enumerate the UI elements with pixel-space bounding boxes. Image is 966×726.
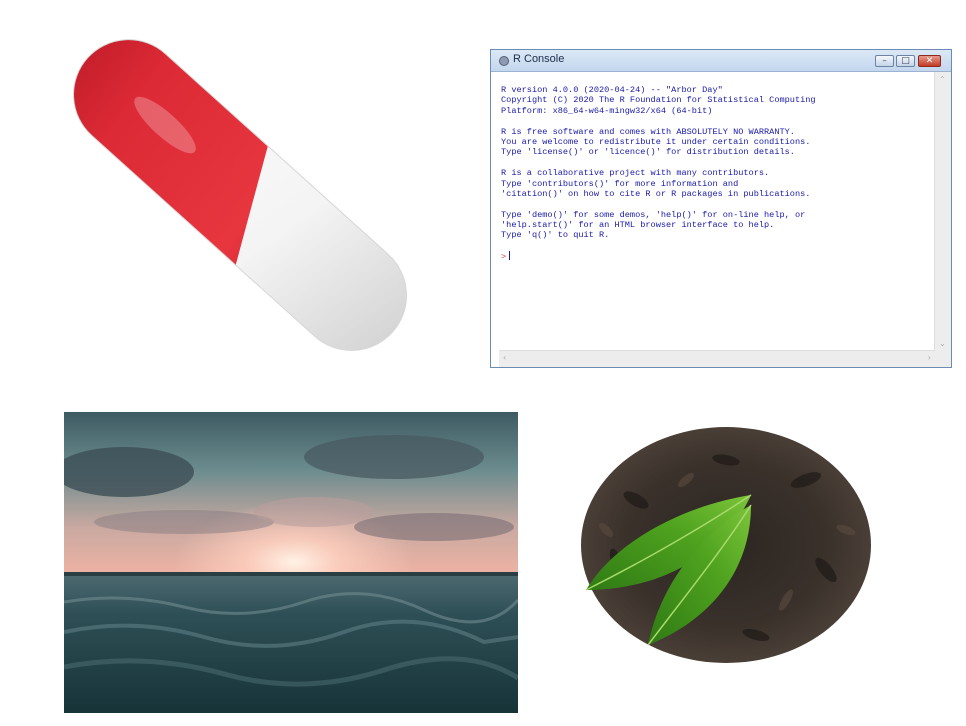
sea-sunset-image	[64, 412, 518, 713]
console-line: 'citation()' on how to cite R or R packa…	[501, 188, 811, 199]
text-cursor	[509, 251, 511, 261]
console-line: Type 'license()' or 'licence()' for dist…	[501, 147, 795, 158]
command-prompt-line[interactable]: >	[501, 251, 935, 263]
console-line: 'help.start()' for an HTML browser inter…	[501, 220, 775, 231]
console-line: Type 'q()' to quit R.	[501, 230, 610, 241]
console-line: Copyright (C) 2020 The R Foundation for …	[501, 95, 816, 106]
close-button[interactable]: ✕	[918, 55, 941, 67]
scroll-right-icon[interactable]: ›	[927, 353, 931, 362]
tea-leaves-image	[576, 420, 876, 670]
console-line: R version 4.0.0 (2020-04-24) -- "Arbor D…	[501, 85, 723, 95]
maximize-icon: □	[901, 56, 910, 66]
r-logo-icon	[499, 56, 509, 66]
scrollbar-corner	[935, 351, 951, 367]
window-title: R Console	[513, 53, 565, 65]
console-line: Type 'contributors()' for more informati…	[501, 178, 739, 189]
console-client-area[interactable]: R version 4.0.0 (2020-04-24) -- "Arbor D…	[499, 72, 951, 367]
horizontal-scrollbar[interactable]: ‹ ›	[499, 350, 935, 367]
scroll-left-icon[interactable]: ‹	[503, 353, 507, 362]
minimize-button[interactable]: –	[875, 55, 894, 67]
console-line: Platform: x86_64-w64-mingw32/x64 (64-bit…	[501, 105, 713, 116]
console-line: You are welcome to redistribute it under…	[501, 136, 811, 147]
r-console-window[interactable]: R Console – □ ✕ R version 4.0.0 (2020-04…	[490, 49, 952, 368]
tea-leaves-graphic	[581, 427, 871, 663]
prompt-symbol: >	[501, 252, 507, 263]
maximize-button[interactable]: □	[896, 55, 915, 67]
scroll-down-icon[interactable]: ⌄	[939, 339, 946, 348]
console-line: R is free software and comes with ABSOLU…	[501, 126, 795, 137]
sea-sunset-graphic	[64, 412, 518, 713]
vertical-scrollbar[interactable]: ⌃ ⌄	[934, 72, 951, 351]
scroll-up-icon[interactable]: ⌃	[939, 75, 946, 84]
capsule-pill-graphic	[50, 16, 430, 360]
console-line: Type 'demo()' for some demos, 'help()' f…	[501, 209, 806, 220]
window-titlebar[interactable]: R Console – □ ✕	[491, 50, 951, 72]
close-icon: ✕	[925, 56, 934, 66]
capsule-image	[50, 16, 430, 360]
console-line: R is a collaborative project with many c…	[501, 168, 770, 179]
minimize-icon: –	[882, 56, 887, 66]
console-output[interactable]: R version 4.0.0 (2020-04-24) -- "Arbor D…	[499, 72, 935, 351]
